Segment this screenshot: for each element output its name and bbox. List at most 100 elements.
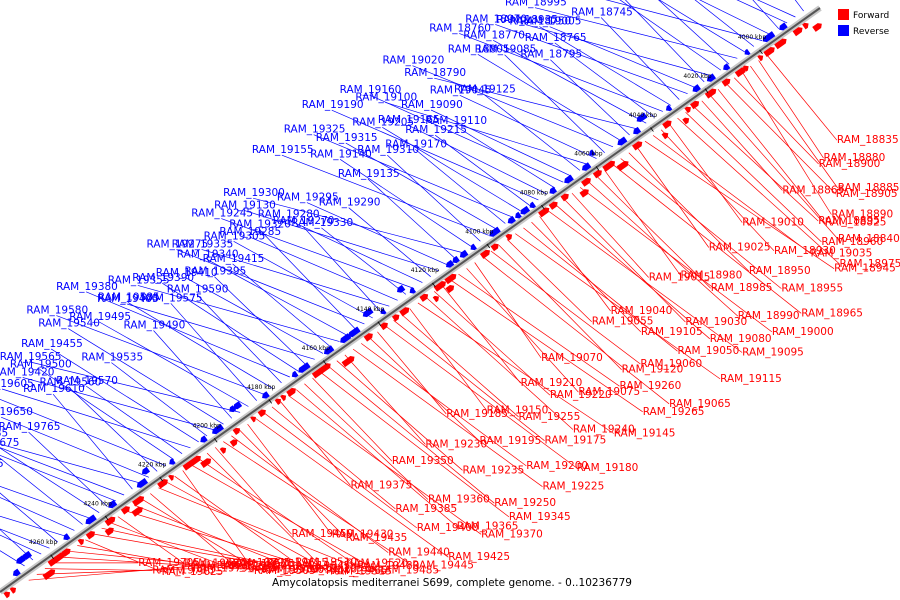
forward-gene [560, 193, 569, 202]
forward-gene-label: RAM_19050 [678, 345, 740, 357]
axis-tick [50, 554, 54, 559]
reverse-gene-label: RAM_19020 [383, 55, 445, 67]
forward-gene-label: RAM_19635 [217, 560, 279, 572]
forward-gene [792, 27, 803, 37]
forward-gene [774, 38, 787, 50]
forward-gene [319, 363, 331, 374]
forward-leader-line [766, 54, 838, 141]
forward-gene-label: RAM_19505 [254, 565, 316, 577]
reverse-leader-line [214, 276, 307, 366]
forward-leader-line [279, 400, 351, 486]
reverse-gene-label: RAM_19570 [56, 375, 118, 387]
forward-gene [3, 591, 11, 599]
forward-gene-label: RAM_19075 [578, 386, 640, 398]
reverse-leader-line [369, 94, 564, 183]
forward-gene [479, 249, 490, 259]
reverse-gene-label: RAM_19675 [0, 437, 19, 449]
reverse-leader-line [206, 258, 348, 337]
reverse-gene-label: RAM_19155 [252, 144, 314, 156]
forward-gene-label: RAM_19375 [351, 480, 413, 492]
forward-leader-line [158, 487, 347, 564]
reverse-gene [706, 73, 717, 82]
reverse-leader-line [339, 159, 473, 248]
reverse-gene-label: RAM_19205 [352, 116, 414, 128]
reverse-gene-label: RAM_19785 [0, 428, 8, 440]
forward-leader-line [61, 556, 263, 571]
reverse-leader-line [430, 109, 572, 177]
reverse-gene [520, 205, 531, 215]
reverse-leader-line [0, 529, 34, 561]
reverse-gene-label: RAM_19410 [156, 267, 218, 279]
forward-gene [704, 88, 717, 99]
reverse-gene [507, 215, 516, 224]
forward-leader-line [515, 233, 721, 380]
axis-tick-label: 4240 kbp [84, 500, 112, 507]
forward-leader-line [393, 320, 545, 441]
forward-gene [54, 552, 66, 562]
forward-gene [689, 100, 700, 110]
forward-leader-line [150, 493, 233, 565]
reverse-gene-label: RAM_19100 [355, 91, 417, 103]
forward-leader-line [725, 83, 837, 195]
reverse-leader-line [232, 263, 332, 348]
forward-gene-label: RAM_19630 [193, 559, 255, 571]
reverse-gene [409, 287, 417, 294]
reverse-leader-line [0, 485, 92, 519]
forward-leader-line [750, 65, 838, 189]
reverse-gene-label: RAM_19285 [219, 226, 281, 238]
forward-gene [77, 538, 85, 546]
forward-gene [579, 189, 589, 198]
reverse-gene-label: RAM_19160 [340, 84, 402, 96]
reverse-leader-line [699, 0, 771, 36]
forward-gene [219, 447, 227, 454]
forward-gene [257, 409, 266, 418]
reverse-gene [723, 63, 731, 71]
reverse-gene [489, 226, 501, 237]
forward-gene-label: RAM_19240 [573, 424, 635, 436]
forward-gene-label: RAM_18960 [821, 236, 883, 248]
forward-gene [188, 455, 201, 467]
reverse-leader-line [306, 202, 448, 266]
forward-gene-label: RAM_19425 [448, 551, 510, 563]
reverse-gene [233, 401, 243, 410]
forward-leader-line [344, 354, 426, 445]
forward-gene-label: RAM_19705 [138, 557, 200, 569]
axis-tick [541, 204, 545, 210]
forward-gene-label: RAM_19180 [577, 462, 639, 474]
reverse-leader-line [367, 178, 456, 260]
forward-gene-label: RAM_19440 [388, 547, 450, 559]
forward-gene-label: RAM_19200 [526, 460, 588, 472]
reverse-leader-line [0, 443, 141, 484]
reverse-leader-line [459, 94, 597, 159]
forward-gene [537, 207, 550, 218]
reverse-gene-label: RAM_18805 [448, 43, 510, 55]
reverse-leader-line [600, 17, 680, 100]
reverse-gene-label: RAM_18770 [463, 29, 525, 41]
forward-leader-line [263, 412, 418, 529]
forward-gene-label: RAM_19345 [509, 511, 571, 523]
reverse-leader-line [221, 218, 415, 289]
forward-gene [9, 587, 17, 594]
forward-leader-line [742, 71, 832, 215]
forward-gene-label: RAM_19515 [330, 565, 392, 577]
reverse-gene-label: RAM_19585 [98, 291, 160, 303]
forward-gene-label: RAM_19145 [614, 428, 676, 440]
forward-leader-line [101, 527, 267, 564]
forward-gene [363, 333, 373, 342]
forward-gene-label: RAM_19185 [446, 408, 508, 420]
forward-gene-label: RAM_19115 [720, 373, 782, 385]
reverse-gene-label: RAM_18995 [505, 0, 567, 9]
forward-gene-label: RAM_19400 [417, 522, 479, 534]
forward-leader-line [628, 152, 750, 272]
reverse-leader-line [287, 219, 423, 283]
forward-gene [684, 106, 691, 114]
reverse-leader-line [736, 0, 788, 24]
axis-tick-label: 4180 kbp [247, 384, 275, 391]
reverse-gene-label: RAM_19270 [273, 215, 335, 227]
forward-gene-label: RAM_19700 [262, 564, 324, 576]
forward-leader-line [685, 112, 822, 243]
forward-leader-line [142, 499, 258, 570]
forward-gene-label: RAM_19010 [742, 217, 804, 229]
reverse-gene [136, 477, 149, 488]
